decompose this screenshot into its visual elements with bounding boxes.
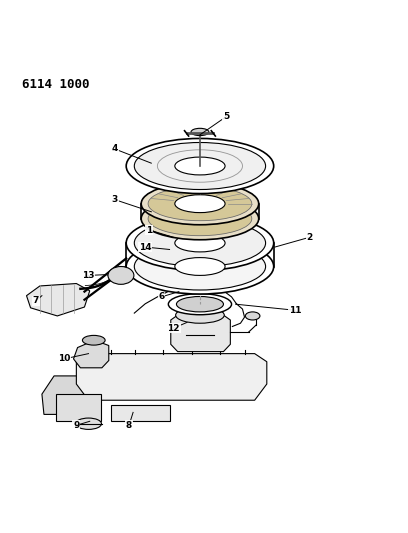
Text: 13: 13 xyxy=(82,271,95,280)
Polygon shape xyxy=(56,394,101,421)
Ellipse shape xyxy=(176,296,224,312)
Ellipse shape xyxy=(169,294,232,314)
Polygon shape xyxy=(171,315,231,352)
Ellipse shape xyxy=(134,220,266,266)
Text: 8: 8 xyxy=(126,421,132,430)
Text: 4: 4 xyxy=(112,144,118,154)
Ellipse shape xyxy=(175,157,225,175)
Text: 5: 5 xyxy=(223,112,229,121)
Ellipse shape xyxy=(82,335,105,345)
Ellipse shape xyxy=(175,307,224,323)
Text: 14: 14 xyxy=(139,243,151,252)
Text: 11: 11 xyxy=(289,306,302,315)
Text: 12: 12 xyxy=(167,324,180,333)
Ellipse shape xyxy=(148,187,252,221)
Text: 7: 7 xyxy=(33,296,39,305)
Ellipse shape xyxy=(175,234,225,252)
Text: 9: 9 xyxy=(73,421,80,430)
Text: 6114 1000: 6114 1000 xyxy=(22,78,89,91)
Ellipse shape xyxy=(141,183,259,225)
Polygon shape xyxy=(42,376,89,414)
Polygon shape xyxy=(111,405,170,421)
Text: 1: 1 xyxy=(146,225,153,235)
Polygon shape xyxy=(27,284,90,316)
Ellipse shape xyxy=(126,215,274,271)
Text: 6: 6 xyxy=(158,293,164,301)
Ellipse shape xyxy=(134,142,266,190)
Polygon shape xyxy=(76,353,267,400)
Ellipse shape xyxy=(175,195,225,213)
Ellipse shape xyxy=(191,128,209,135)
Ellipse shape xyxy=(175,257,225,276)
Ellipse shape xyxy=(148,201,252,236)
Ellipse shape xyxy=(75,418,102,430)
Polygon shape xyxy=(73,340,109,368)
Ellipse shape xyxy=(141,198,259,240)
Ellipse shape xyxy=(126,139,274,193)
Ellipse shape xyxy=(108,266,134,284)
Text: 3: 3 xyxy=(112,195,118,204)
Text: 10: 10 xyxy=(58,354,71,364)
Text: 2: 2 xyxy=(306,233,313,242)
Ellipse shape xyxy=(245,312,260,320)
Ellipse shape xyxy=(126,239,274,294)
Ellipse shape xyxy=(134,243,266,290)
